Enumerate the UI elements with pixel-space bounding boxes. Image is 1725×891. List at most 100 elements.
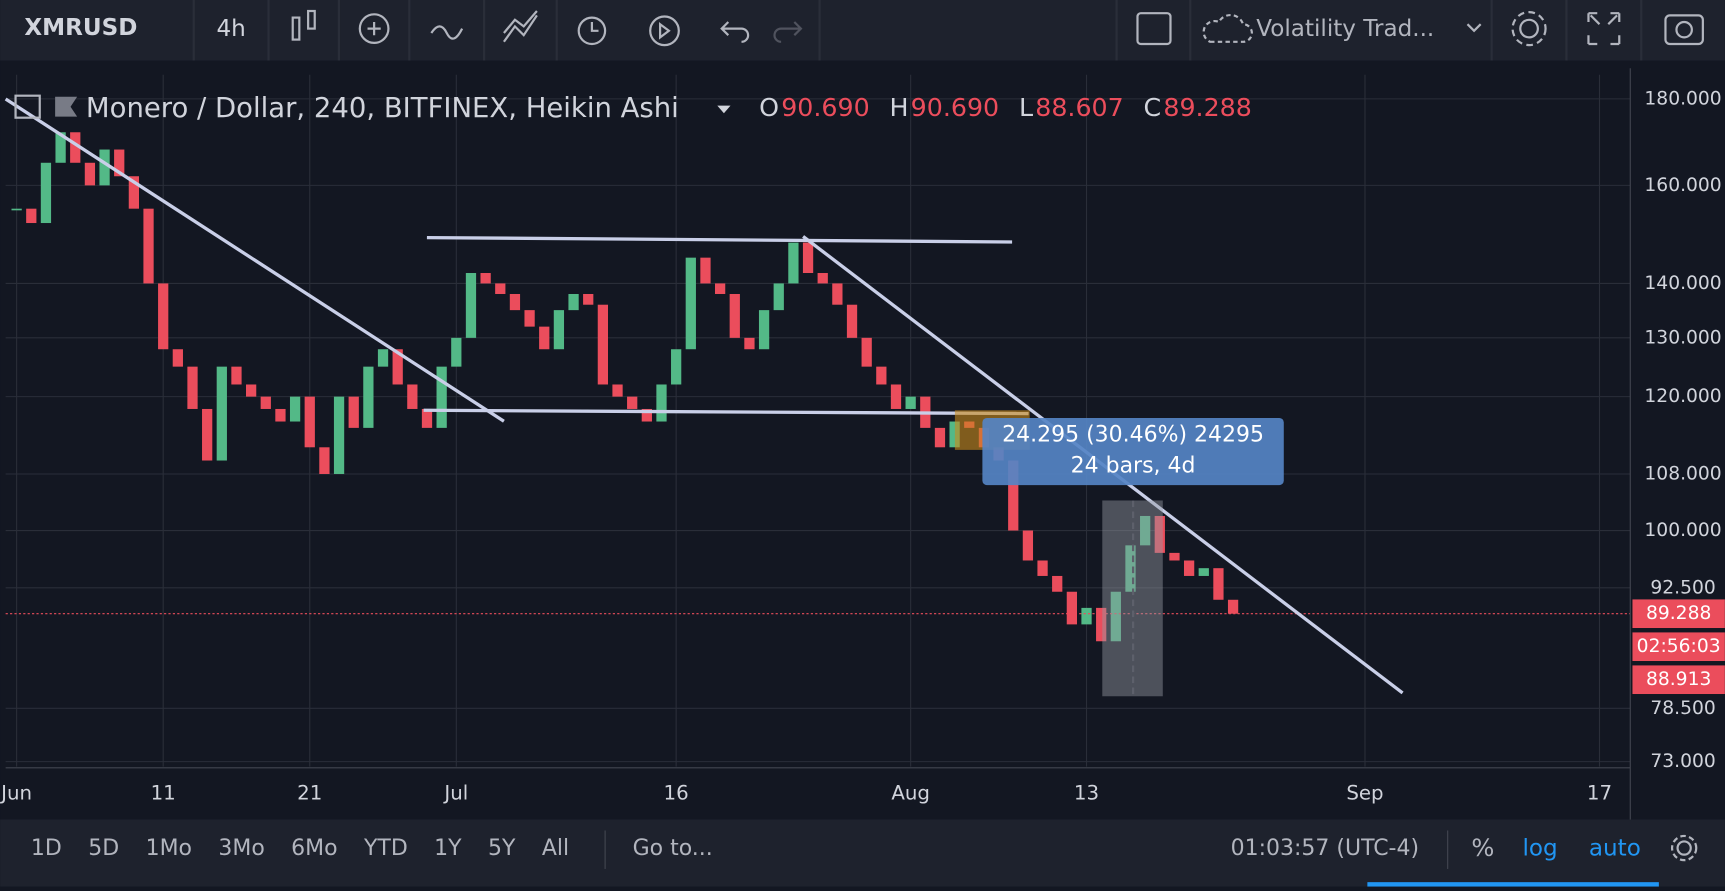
candle xyxy=(773,283,784,311)
price-label-bg xyxy=(1632,599,1725,629)
candle xyxy=(509,293,521,311)
candle xyxy=(377,349,389,367)
candle xyxy=(55,132,66,163)
ohlc-key: L xyxy=(1019,93,1033,122)
legend-title[interactable]: Monero / Dollar, 240, BITFINEX, Heikin A… xyxy=(86,92,679,124)
candle xyxy=(1183,560,1195,576)
legend-dropdown[interactable] xyxy=(717,105,731,114)
candle xyxy=(1096,607,1107,642)
settings-icon[interactable] xyxy=(1670,834,1698,862)
range-button[interactable]: 5D xyxy=(88,836,119,861)
measure-box xyxy=(982,417,1284,486)
candle xyxy=(275,408,286,422)
candle xyxy=(553,310,565,350)
legend-icon[interactable] xyxy=(14,94,41,119)
bottom-toolbar xyxy=(0,819,1725,887)
goto[interactable]: Go to... xyxy=(633,836,713,861)
range-button[interactable]: 1D xyxy=(31,836,62,861)
candle xyxy=(949,421,960,448)
auto-toggle[interactable]: auto xyxy=(1589,836,1641,862)
clock: 01:03:57 (UTC-4) xyxy=(1231,836,1419,861)
candle xyxy=(1052,575,1063,592)
y-tick-label: 73.000 xyxy=(1650,751,1715,772)
candle xyxy=(744,337,755,350)
trendline[interactable] xyxy=(423,408,1029,416)
candle xyxy=(451,337,462,367)
x-tick-label: Sep xyxy=(1346,782,1383,805)
candle xyxy=(846,304,858,338)
ohlc-value: 89.288 xyxy=(1163,93,1251,122)
legend-ohlc: O 90.690 H 90.690 L 88.607 C 89.288 xyxy=(759,93,1252,122)
y-tick-label: 130.000 xyxy=(1644,327,1721,348)
range-button[interactable]: 1Y xyxy=(434,836,462,861)
interval[interactable]: 4h xyxy=(216,16,245,42)
candle xyxy=(934,427,946,448)
candle xyxy=(817,273,828,284)
range-button[interactable]: YTD xyxy=(363,836,408,861)
candle xyxy=(671,349,682,385)
candle xyxy=(627,396,638,409)
x-tick-label: Aug xyxy=(891,782,930,805)
candle xyxy=(1066,591,1077,625)
candle xyxy=(128,176,140,209)
candle xyxy=(143,208,154,284)
candle xyxy=(187,366,198,409)
candle xyxy=(319,447,330,474)
price-label: 89.288 xyxy=(1646,603,1711,624)
candle xyxy=(583,293,594,305)
candle xyxy=(1125,545,1136,592)
candle xyxy=(480,273,491,284)
range-button[interactable]: 3Mo xyxy=(218,836,264,861)
candle xyxy=(40,162,52,224)
candle xyxy=(1081,607,1092,625)
range-button[interactable]: 1Mo xyxy=(146,836,192,861)
candle xyxy=(788,242,799,284)
x-tick-label: Jul xyxy=(442,782,468,805)
trendline[interactable] xyxy=(426,235,1013,244)
candle xyxy=(612,384,623,397)
trendline[interactable] xyxy=(4,97,505,423)
candle xyxy=(656,384,667,422)
candle xyxy=(524,310,535,327)
candle xyxy=(114,149,125,177)
candle xyxy=(11,208,22,211)
y-tick-label: 78.500 xyxy=(1650,698,1715,719)
candle xyxy=(890,384,902,409)
candle xyxy=(304,396,315,448)
candle xyxy=(1022,530,1034,561)
candle xyxy=(641,408,652,422)
candle xyxy=(1110,591,1121,642)
percent-toggle[interactable]: % xyxy=(1471,834,1494,862)
legend-flag[interactable] xyxy=(55,96,78,117)
candle xyxy=(216,366,227,461)
symbol[interactable]: XMRUSD xyxy=(24,15,137,41)
range-button[interactable]: All xyxy=(542,836,569,861)
log-toggle[interactable]: log xyxy=(1522,836,1557,862)
ohlc-value: 90.690 xyxy=(781,93,869,122)
candle xyxy=(421,408,433,428)
candle xyxy=(1169,552,1180,561)
candle xyxy=(1154,515,1165,553)
candle xyxy=(597,304,609,385)
candle xyxy=(1213,568,1224,600)
range-button[interactable]: 6Mo xyxy=(291,836,337,861)
candle xyxy=(70,132,81,163)
scroll-indicator xyxy=(1367,882,1659,887)
ohlc-key: H xyxy=(889,93,908,122)
template-name[interactable]: Volatility Trad... xyxy=(1256,16,1434,42)
candle xyxy=(714,283,726,294)
candle xyxy=(436,366,447,428)
candle xyxy=(231,366,242,385)
y-tick-label: 160.000 xyxy=(1644,175,1721,196)
candle xyxy=(348,396,359,428)
y-tick-label: 180.000 xyxy=(1644,88,1721,109)
candle xyxy=(758,310,770,350)
measure-area xyxy=(1102,500,1163,697)
candle xyxy=(861,337,872,367)
candle xyxy=(802,242,814,274)
range-button[interactable]: 5Y xyxy=(488,836,516,861)
candle xyxy=(407,384,418,409)
toolbar-icons xyxy=(192,0,1704,61)
